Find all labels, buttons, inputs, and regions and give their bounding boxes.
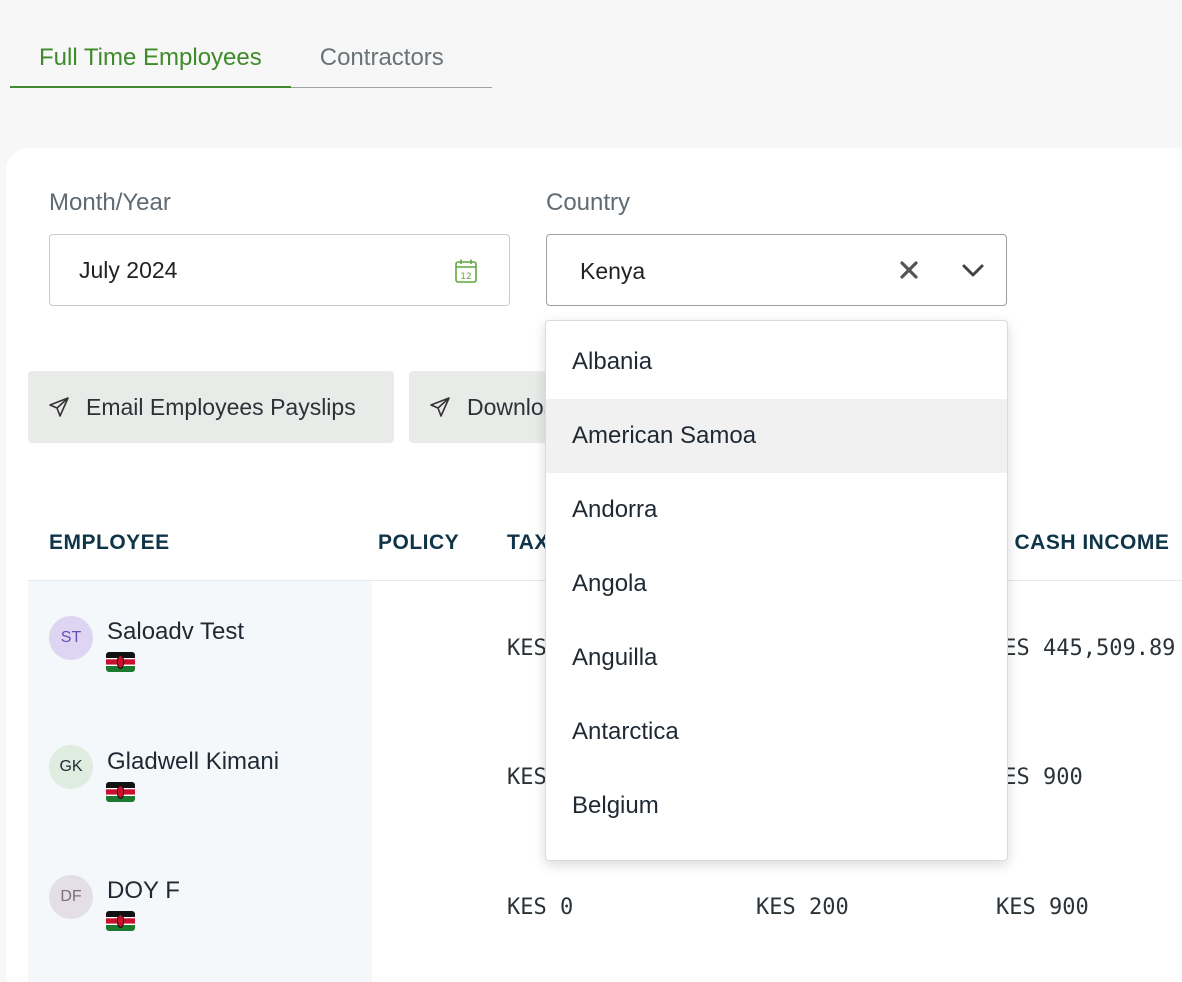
country-dropdown-menu: Albania American Samoa Andorra Angola An… <box>545 320 1008 861</box>
employee-type-tabs: Full Time Employees Contractors <box>10 30 492 88</box>
month-year-label: Month/Year <box>49 189 171 216</box>
country-option[interactable]: Andorra <box>572 496 658 523</box>
employee-name[interactable]: DOY F <box>107 877 180 904</box>
send-icon <box>430 397 450 417</box>
country-option[interactable]: Albania <box>572 348 653 375</box>
email-payslips-label: Email Employees Payslips <box>86 393 356 420</box>
tab-contractors[interactable]: Contractors <box>319 44 444 71</box>
month-year-value: July 2024 <box>79 257 178 283</box>
email-payslips-button[interactable]: Email Employees Payslips <box>28 371 394 443</box>
country-option[interactable]: Anguilla <box>572 644 658 671</box>
tab-full-time-employees[interactable]: Full Time Employees <box>10 30 291 88</box>
avatar: GK <box>49 745 93 789</box>
country-option[interactable]: Angola <box>572 570 647 597</box>
download-payslips-button[interactable]: Download Payslips <box>409 371 559 443</box>
employee-name[interactable]: Saloadv Test <box>107 618 244 645</box>
kenya-flag-icon <box>106 911 135 931</box>
column-header-employee: EMPLOYEE <box>49 531 170 554</box>
send-icon <box>49 397 69 417</box>
employee-name[interactable]: Gladwell Kimani <box>107 748 280 775</box>
clear-icon[interactable] <box>899 260 919 285</box>
avatar: DF <box>49 875 93 919</box>
column-header-non-cash-income: NON CASH INCOME <box>960 531 1170 554</box>
kenya-flag-icon <box>106 652 135 672</box>
country-option[interactable]: Antarctica <box>572 718 679 745</box>
svg-text:12: 12 <box>460 272 471 282</box>
non-cash-income-cell: KES 900 <box>996 895 1089 920</box>
kenya-flag-icon <box>106 782 135 802</box>
amount-cell: KES 200 <box>756 895 849 920</box>
avatar: ST <box>49 616 93 660</box>
tax-cell: KES 0 <box>507 895 574 920</box>
country-option[interactable]: Belgium <box>572 792 659 819</box>
month-year-input[interactable]: July 2024 12 <box>49 234 510 306</box>
country-option-highlighted[interactable]: American Samoa <box>546 399 1007 473</box>
chevron-down-icon[interactable] <box>961 263 985 284</box>
download-payslips-label: Download Payslips <box>467 393 559 420</box>
country-select[interactable]: Kenya <box>546 234 1007 306</box>
non-cash-income-cell: KES 445,509.89 <box>990 636 1176 661</box>
country-label: Country <box>546 189 631 216</box>
country-value: Kenya <box>580 258 646 284</box>
calendar-icon[interactable]: 12 <box>454 258 478 289</box>
column-header-tax: TAX <box>507 531 549 554</box>
column-header-policy: POLICY <box>378 531 460 554</box>
